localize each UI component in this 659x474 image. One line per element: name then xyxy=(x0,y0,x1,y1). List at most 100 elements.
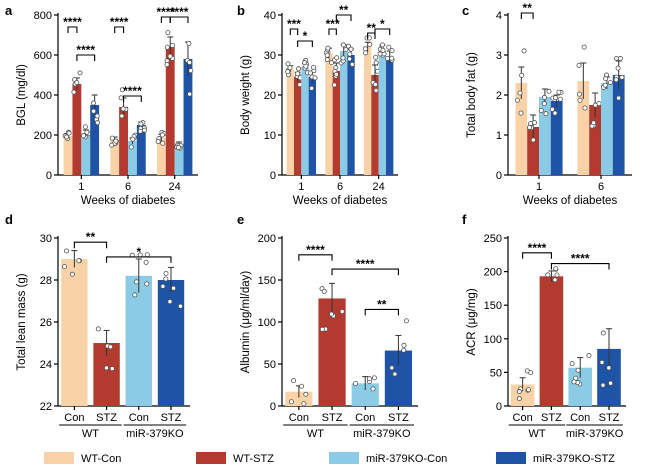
data-point xyxy=(307,70,313,76)
data-point xyxy=(159,132,165,138)
x-tick-label: 6 xyxy=(598,181,604,193)
data-point xyxy=(389,55,395,61)
y-axis-title: Body weight (g) xyxy=(240,55,252,135)
bar xyxy=(63,136,73,175)
bar xyxy=(363,47,372,175)
data-point xyxy=(160,283,166,289)
data-point xyxy=(517,90,523,96)
y-tick-label: 22 xyxy=(40,401,52,413)
bar xyxy=(301,67,309,175)
significance-bracket xyxy=(114,26,125,33)
data-point xyxy=(599,359,605,365)
data-point xyxy=(373,54,379,60)
data-point xyxy=(386,44,392,50)
significance-stars: **** xyxy=(76,43,95,57)
data-point xyxy=(299,383,305,389)
significance-bracket xyxy=(67,26,78,33)
data-point xyxy=(615,65,621,71)
legend-swatch xyxy=(329,452,359,464)
data-point xyxy=(165,30,171,36)
significance-stars: ** xyxy=(523,1,533,15)
data-point xyxy=(552,110,558,116)
bar xyxy=(378,51,387,175)
y-tick-label: 150 xyxy=(484,300,502,312)
bar xyxy=(156,138,166,175)
panel-letter: d xyxy=(5,212,13,227)
significance-bracket xyxy=(374,28,391,35)
data-point xyxy=(554,272,560,278)
significance-bracket xyxy=(169,16,189,23)
group-label: miR-379KO xyxy=(353,428,411,440)
y-axis-title: BGL (mg/dl) xyxy=(16,64,28,126)
data-point xyxy=(549,106,555,112)
significance-bracket xyxy=(106,256,172,263)
y-tick-label: 4 xyxy=(496,10,502,22)
data-point xyxy=(285,69,291,75)
data-point xyxy=(171,285,177,291)
data-point xyxy=(167,53,173,59)
y-tick-label: 0 xyxy=(46,170,52,182)
y-axis-title: ACR (μg/mg) xyxy=(466,288,478,355)
data-point xyxy=(113,138,119,144)
bar xyxy=(527,127,539,175)
data-point xyxy=(602,82,608,88)
data-point xyxy=(91,108,97,114)
y-tick-label: 50 xyxy=(264,359,276,371)
data-point xyxy=(77,70,83,76)
y-tick-label: 150 xyxy=(258,275,276,287)
data-point xyxy=(66,130,72,136)
bar xyxy=(293,77,302,175)
bar xyxy=(136,125,146,175)
data-point xyxy=(132,292,138,298)
bar xyxy=(325,53,333,175)
y-tick-label: 100 xyxy=(258,317,276,329)
bar xyxy=(174,144,184,175)
data-point xyxy=(524,368,530,374)
data-point xyxy=(109,135,115,141)
bar xyxy=(577,81,590,175)
data-point xyxy=(591,120,597,126)
data-point xyxy=(366,376,372,382)
data-point xyxy=(186,41,192,47)
data-point xyxy=(324,57,330,63)
y-tick-label: 250 xyxy=(484,233,502,245)
data-point xyxy=(160,140,166,146)
data-point xyxy=(607,80,613,86)
data-point xyxy=(76,258,82,264)
data-point xyxy=(606,365,612,371)
panel-letter: b xyxy=(237,3,245,18)
data-point xyxy=(608,380,614,386)
data-point xyxy=(556,89,562,95)
significance-bracket xyxy=(289,28,299,35)
data-point xyxy=(582,105,588,111)
x-tick-label: Con xyxy=(570,412,590,424)
panel-c: 0 1 2 3 4 Total body fat (g) c 1 6 Weeks of diabe… xyxy=(462,1,632,207)
data-point xyxy=(340,42,346,48)
significance-bracket xyxy=(123,95,142,102)
significance-bracket xyxy=(367,32,376,39)
x-axis-title: Weeks of diabetes xyxy=(523,195,618,207)
data-point xyxy=(95,326,101,332)
significance-stars: ** xyxy=(86,230,96,244)
bar xyxy=(515,83,528,175)
bar xyxy=(119,107,128,175)
significance-bracket xyxy=(298,254,333,261)
x-tick-label: STZ xyxy=(599,412,620,424)
bar xyxy=(589,105,601,175)
significance-stars: *** xyxy=(326,17,340,31)
data-point xyxy=(169,42,175,48)
data-point xyxy=(553,266,559,272)
group-label: WT xyxy=(82,428,99,440)
data-point xyxy=(600,330,606,336)
data-point xyxy=(108,344,114,350)
significance-stars: **** xyxy=(110,15,129,29)
data-point xyxy=(619,74,625,80)
data-point xyxy=(303,63,309,69)
data-point xyxy=(164,44,170,50)
legend-label: WT-Con xyxy=(81,453,121,465)
bar xyxy=(110,140,120,175)
data-point xyxy=(373,60,379,66)
bar xyxy=(601,83,613,175)
bar xyxy=(332,71,340,175)
